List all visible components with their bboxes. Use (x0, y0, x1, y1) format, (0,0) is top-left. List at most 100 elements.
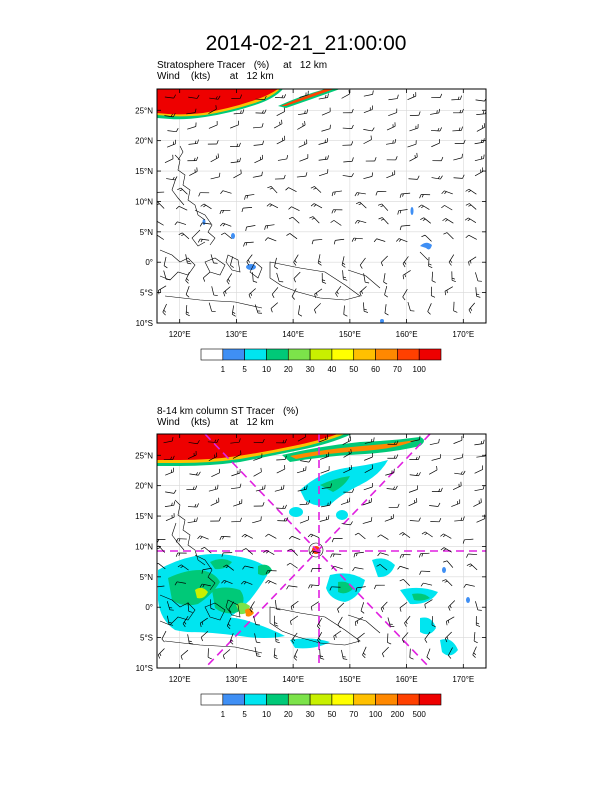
wind-barb (340, 497, 351, 505)
wind-barb (291, 632, 298, 644)
wind-barb (276, 455, 287, 461)
wind-barb (448, 254, 455, 266)
wind-barb (157, 585, 165, 588)
wind-barb (443, 232, 454, 240)
wind-barb (274, 600, 281, 611)
wind-barb (299, 90, 309, 98)
wind-barb (343, 448, 352, 458)
wind-barb (254, 647, 261, 657)
lon-tick-label: 160°E (396, 675, 418, 684)
wind-barb (244, 194, 255, 200)
panel1-background (157, 89, 486, 323)
wind-barb (188, 440, 200, 445)
wind-barb (430, 286, 436, 298)
wind-barb (377, 552, 389, 557)
colorbar-swatch (222, 693, 245, 706)
wind-barb (476, 514, 486, 523)
lon-tick-label: 150°E (339, 675, 361, 684)
wind-barb (409, 111, 421, 116)
panel1-colorbar: 1 5 10 20 30 40 50 60 70 100 (200, 348, 442, 374)
wind-barb (297, 109, 309, 116)
wind-barb (429, 502, 441, 507)
wind-barb (318, 138, 329, 145)
wind-barb (189, 167, 198, 176)
panel1-title-line2: Wind (kts) at 12 km (157, 71, 274, 82)
colorbar-swatch (397, 693, 420, 706)
wind-barb (430, 517, 442, 523)
wind-barb (386, 156, 398, 161)
wind-barb (386, 170, 396, 179)
wind-barb (252, 516, 262, 524)
wind-barb (420, 582, 433, 587)
wind-barb (364, 437, 375, 444)
colorbar-swatch (309, 693, 333, 706)
colorbar-label: 60 (371, 365, 380, 374)
wind-barb (377, 534, 389, 540)
colorbar-swatch (266, 348, 289, 361)
lat-tick-label: 20°N (135, 482, 153, 491)
wind-barb (291, 288, 297, 300)
wind-barb (180, 649, 189, 660)
wind-barb (451, 95, 462, 101)
wind-barb (386, 138, 397, 145)
wind-barb (209, 95, 221, 100)
wind-barb (163, 256, 168, 269)
wind-barb (357, 632, 365, 643)
wind-barb (220, 190, 232, 195)
wind-barb (318, 155, 329, 161)
colorbar-label: 20 (284, 365, 293, 374)
wind-barb (277, 154, 288, 161)
lon-tick-label: 130°E (225, 330, 247, 339)
wind-barb (320, 501, 331, 508)
wind-barb (407, 140, 417, 148)
wind-barb (399, 192, 411, 198)
colorbar-label: 200 (391, 710, 405, 719)
lat-tick-label: 5°S (140, 289, 153, 298)
wind-barb (210, 517, 221, 522)
wind-barb (276, 107, 286, 117)
wind-barb (309, 216, 320, 224)
wind-barb (397, 565, 409, 570)
lon-tick-label: 150°E (339, 330, 361, 339)
wind-barb (242, 565, 254, 570)
wind-barb (226, 273, 233, 285)
wind-barb (174, 221, 187, 226)
wind-barb (253, 502, 265, 507)
colorbar-label: 50 (327, 710, 336, 719)
wind-barb (264, 237, 277, 242)
wind-barb (446, 616, 455, 626)
wind-barb (354, 192, 366, 197)
wind-barb (276, 272, 284, 283)
wind-barb (286, 585, 298, 590)
wind-barb (399, 554, 411, 559)
wind-barb (208, 302, 216, 313)
lat-tick-label: 15°N (135, 167, 153, 176)
lon-tick-label: 160°E (396, 330, 418, 339)
wind-barb (231, 469, 241, 477)
colorbar-label: 30 (306, 365, 315, 374)
wind-barb (442, 218, 454, 224)
wind-barb (189, 471, 201, 476)
lon-tick-label: 140°E (282, 330, 304, 339)
colorbar-label: 100 (413, 365, 427, 374)
wind-barb (299, 500, 311, 506)
wind-barb (354, 532, 366, 540)
panel1-title-line1: Stratosphere Tracer (%) at 12 km (157, 60, 328, 71)
wind-barb (454, 139, 466, 144)
wind-barb (363, 273, 370, 284)
wind-barb (452, 481, 462, 491)
wind-barb (465, 234, 477, 240)
wind-barb (337, 602, 345, 613)
lat-tick-label: 10°S (136, 319, 153, 328)
wind-barb (276, 439, 287, 444)
wind-barb (253, 467, 262, 477)
colorbar-swatch (200, 348, 224, 361)
wind-barb (186, 108, 197, 115)
wind-barb (223, 286, 231, 297)
wind-barb (318, 169, 329, 177)
wind-barb (474, 439, 485, 446)
wind-barb (185, 285, 190, 298)
wind-barb (274, 484, 285, 492)
wind-barb (286, 562, 298, 569)
wind-barb (233, 109, 245, 115)
